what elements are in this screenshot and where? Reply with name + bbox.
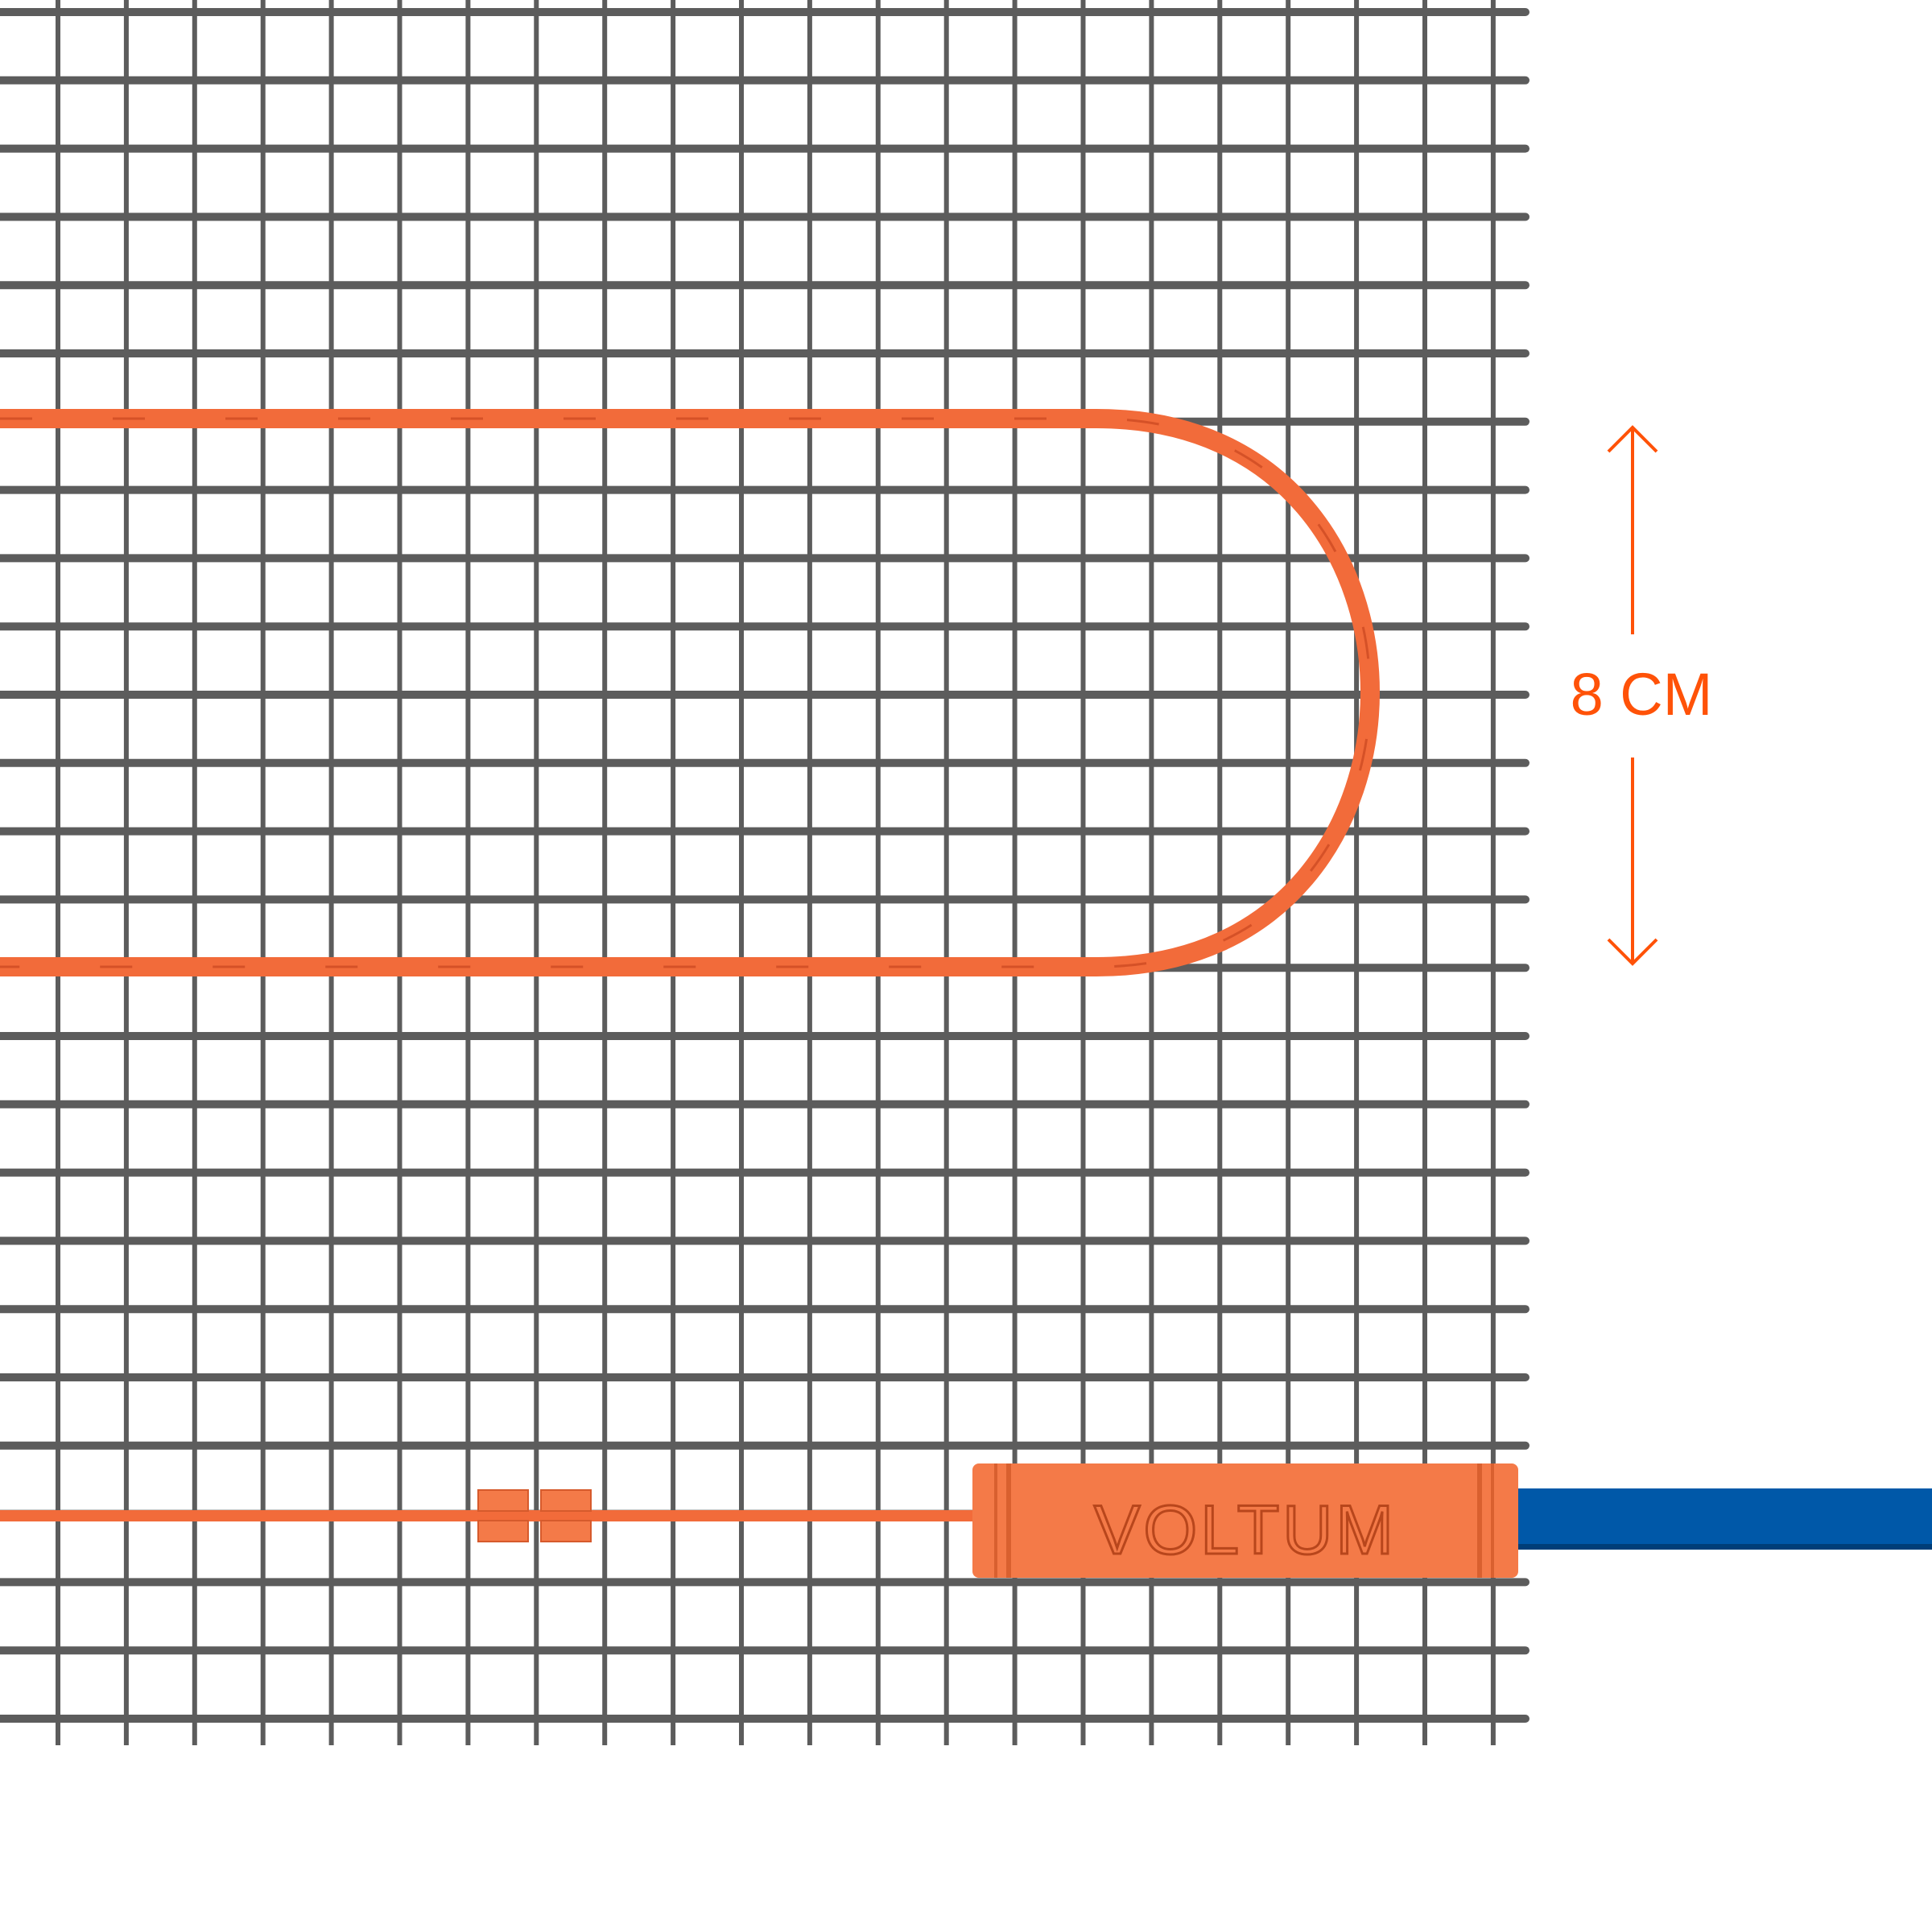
dimension-arrow: [1607, 425, 1658, 966]
mesh-grid: [0, 0, 1530, 1745]
connector-sleeve: VOLTUM: [972, 1463, 1518, 1578]
cable-twist-pattern: [0, 417, 1372, 968]
brand-logo: VOLTUM: [1094, 1492, 1397, 1569]
dimension-label: 8 CM: [1571, 661, 1713, 728]
power-cable: [1505, 1488, 1932, 1550]
cable-clip: [477, 1489, 592, 1542]
